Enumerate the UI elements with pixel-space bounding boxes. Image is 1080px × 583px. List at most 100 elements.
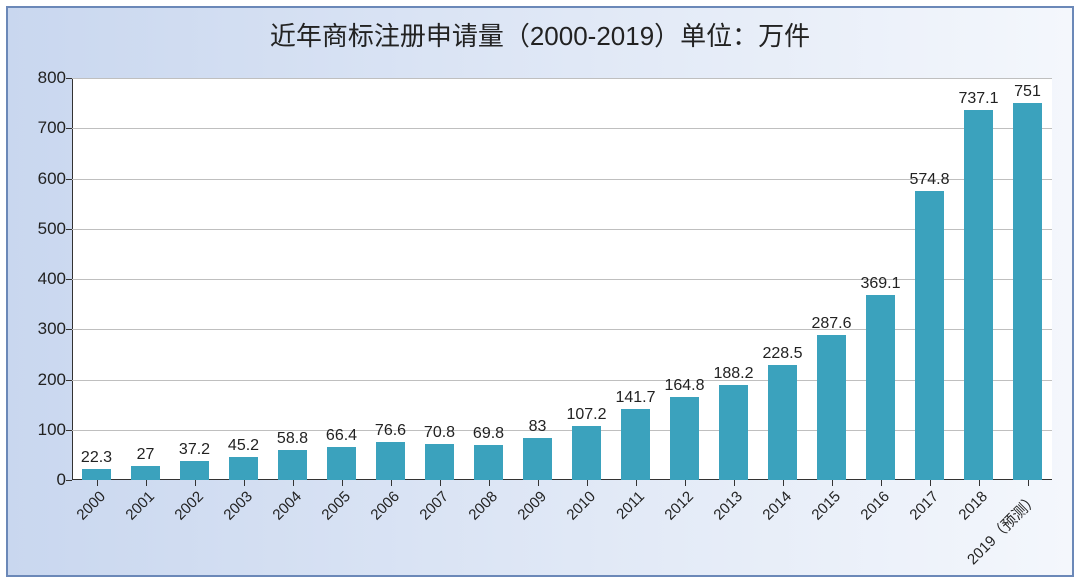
x-tick-label: 2002 [171,488,207,524]
x-axis-line [72,479,1052,480]
y-tick-label: 800 [38,68,72,88]
x-tick-label: 2016 [857,488,893,524]
bar [670,397,698,480]
bar-value-label: 751 [1014,83,1041,101]
x-tick-label: 2001 [122,488,158,524]
y-tick-label: 500 [38,219,72,239]
x-tick-label: 2000 [73,488,109,524]
bar [964,110,992,480]
bar-value-label: 76.6 [375,422,406,440]
x-tick-label: 2013 [710,488,746,524]
bar-value-label: 737.1 [958,90,998,108]
y-tick-label: 300 [38,319,72,339]
bar-value-label: 107.2 [566,406,606,424]
x-tick-label: 2018 [955,488,991,524]
plot-area: 010020030040050060070080022.320002720013… [72,78,1052,480]
y-tick-label: 200 [38,370,72,390]
x-tick-mark [195,480,196,486]
x-tick-label: 2003 [220,488,256,524]
bar [278,450,306,480]
gridline [72,279,1052,280]
x-tick-label: 2010 [563,488,599,524]
x-tick-mark [979,480,980,486]
chart-outer: 近年商标注册申请量（2000-2019）单位：万件 01002003004005… [0,0,1080,583]
bar [817,335,845,480]
gridline [72,329,1052,330]
chart-title: 近年商标注册申请量（2000-2019）单位：万件 [8,16,1072,53]
bar-value-label: 27 [137,446,155,464]
x-tick-label: 2008 [465,488,501,524]
x-tick-mark [342,480,343,486]
x-tick-mark [636,480,637,486]
x-tick-mark [538,480,539,486]
bar-value-label: 37.2 [179,441,210,459]
bar [131,466,159,480]
x-tick-mark [440,480,441,486]
bar [719,385,747,480]
bar [180,461,208,480]
x-tick-label: 2015 [808,488,844,524]
bar [82,469,110,480]
y-tick-label: 700 [38,118,72,138]
x-tick-mark [244,480,245,486]
bar-value-label: 287.6 [811,315,851,333]
x-tick-label: 2012 [661,488,697,524]
x-tick-label: 2005 [318,488,354,524]
bar-value-label: 58.8 [277,430,308,448]
bar [621,409,649,480]
bar-value-label: 69.8 [473,425,504,443]
y-tick-label: 400 [38,269,72,289]
bar [229,457,257,480]
gridline [72,380,1052,381]
bar [376,442,404,480]
bar [1013,103,1041,480]
bar [866,295,894,480]
x-tick-label: 2006 [367,488,403,524]
x-tick-label: 2007 [416,488,452,524]
bar [915,191,943,480]
x-tick-mark [97,480,98,486]
bar-value-label: 164.8 [664,377,704,395]
x-tick-mark [293,480,294,486]
y-tick-label: 100 [38,420,72,440]
bar-value-label: 188.2 [713,365,753,383]
x-tick-mark [146,480,147,486]
gridline [72,128,1052,129]
x-tick-mark [685,480,686,486]
bar [572,426,600,480]
bar [523,438,551,480]
x-tick-label: 2009 [514,488,550,524]
bar-value-label: 228.5 [762,345,802,363]
y-tick-label: 600 [38,169,72,189]
bar-value-label: 83 [529,418,547,436]
x-tick-label: 2014 [759,488,795,524]
x-tick-mark [734,480,735,486]
bar [425,444,453,480]
x-tick-label: 2004 [269,488,305,524]
bar-value-label: 70.8 [424,424,455,442]
bar-value-label: 22.3 [81,449,112,467]
x-tick-label: 2011 [613,488,648,523]
x-tick-mark [832,480,833,486]
bar [768,365,796,480]
gridline [72,78,1052,79]
gridline [72,430,1052,431]
bar [474,445,502,480]
x-tick-mark [881,480,882,486]
chart-frame: 近年商标注册申请量（2000-2019）单位：万件 01002003004005… [6,6,1074,577]
y-tick-label: 0 [57,470,72,490]
x-tick-mark [930,480,931,486]
x-tick-mark [489,480,490,486]
gridline [72,229,1052,230]
x-tick-mark [587,480,588,486]
bar-value-label: 369.1 [860,275,900,293]
bar-value-label: 141.7 [615,389,655,407]
bar-value-label: 66.4 [326,427,357,445]
x-tick-mark [783,480,784,486]
bar-value-label: 574.8 [909,171,949,189]
bar [327,447,355,480]
x-tick-mark [391,480,392,486]
bar-value-label: 45.2 [228,437,259,455]
x-tick-mark [1028,480,1029,486]
gridline [72,179,1052,180]
